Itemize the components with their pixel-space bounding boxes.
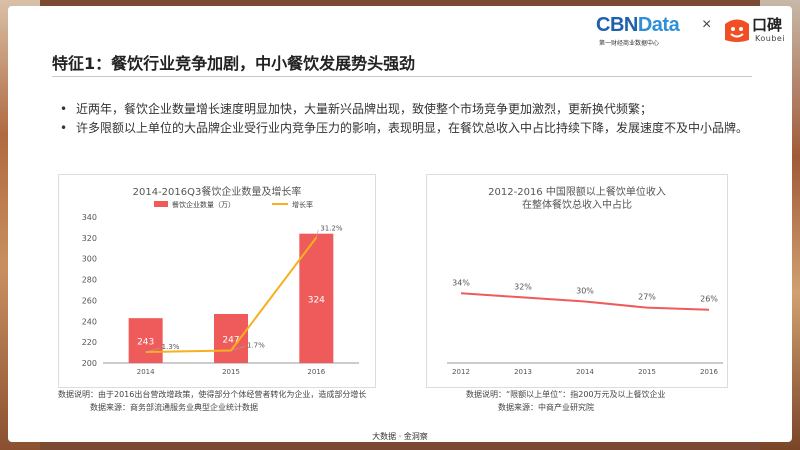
koubei-name: 口碑 (752, 16, 783, 34)
x-tick-label: 2015 (222, 368, 240, 376)
page-title: 特征1：餐饮行业竞争加剧，中小餐饮发展势头强劲 (52, 54, 416, 73)
koubei-logo: 口碑 Koubei (722, 14, 792, 46)
chart-title: 2014-2016Q3餐饮企业数量及增长率 (132, 187, 302, 198)
x-tick-label: 2014 (576, 368, 594, 376)
x-tick-label: 2014 (137, 368, 155, 376)
growth-label-leader (316, 229, 319, 238)
logo-separator: × (702, 16, 712, 33)
share-line (460, 292, 710, 311)
y-tick-label: 240 (82, 317, 97, 326)
x-tick-label: 2016 (307, 368, 325, 376)
bullet-item: 近两年，餐饮企业数量增长速度明显加快，大量新兴品牌出现，致使整个市场竞争更加激烈… (58, 100, 758, 118)
revenue-share-chart: 34% 2012 32% 2013 30% 2014 27% 2015 26% 2016 (447, 278, 723, 376)
bar-value-label: 243 (137, 338, 154, 348)
x-tick-label: 2012 (452, 368, 470, 376)
cbn-logo-subtitle: 第一财经商业数据中心 (599, 40, 660, 47)
data-label: 34% (452, 278, 470, 287)
bullet-item: 许多限额以上单位的大品牌企业受行业内竞争压力的影响，表现明显，在餐饮总收入中占比… (58, 119, 758, 137)
chart-panel-enterprises: 2014-2016Q3餐饮企业数量及增长率 餐饮企业数量（万） 增长率 200 220… (58, 174, 376, 388)
bar (299, 233, 334, 363)
data-label: 30% (576, 287, 594, 296)
chart-title-line1: 2012-2016 中国限额以上餐饮单位收入 (488, 187, 666, 198)
x-tick-label: 2016 (700, 368, 718, 376)
growth-rate-label: 31.2% (320, 225, 343, 233)
bar-value-label: 324 (308, 295, 325, 305)
data-label: 27% (638, 293, 656, 302)
x-tick-label: 2013 (514, 368, 532, 376)
bullet-list: 近两年，餐饮企业数量增长速度明显加快，大量新兴品牌出现，致使整个市场竞争更加激烈… (58, 100, 758, 138)
cbn-logo-data: Data (637, 14, 680, 36)
growth-label-leader (145, 347, 160, 353)
legend-label-growth: 增长率 (292, 200, 313, 209)
x-tick-label: 2015 (638, 368, 656, 376)
legend-label-count: 餐饮企业数量（万） (172, 200, 235, 209)
y-tick-label: 320 (82, 234, 97, 243)
title-divider (52, 76, 752, 77)
cbn-logo-text: CBN (596, 14, 638, 36)
growth-label-leader (230, 346, 246, 351)
legend-swatch-count (154, 201, 168, 207)
footer-tagline: 大数据 · 金洞察 (372, 432, 428, 441)
cbndata-logo: CBNData 第一财经商业数据中心 (596, 14, 696, 47)
growth-rate-label: 1.7% (247, 341, 265, 349)
data-source: 数据来源：中商产业研究院 (498, 403, 594, 412)
chart-panel-share: 2012-2016 中国限额以上餐饮单位收入 在整体餐饮总收入中占比 34% 20… (426, 174, 728, 388)
koubei-sub: Koubei (755, 34, 786, 43)
bar (214, 313, 248, 363)
y-tick-label: 220 (82, 338, 97, 347)
y-tick-label: 340 (82, 213, 97, 222)
enterprise-count-chart: 餐饮企业数量（万） 增长率 200 220 240 260 280 300 320 340 243 2… (82, 200, 359, 376)
y-tick-label: 280 (82, 276, 97, 285)
y-tick-label: 200 (82, 359, 97, 368)
data-label: 32% (514, 282, 532, 291)
y-tick-label: 260 (82, 296, 97, 305)
koubei-icon (725, 19, 749, 42)
growth-rate-label: 1.3% (162, 343, 180, 351)
y-tick-label: 300 (82, 255, 97, 264)
bar-value-label: 247 (222, 335, 239, 345)
chart-title-line2: 在整体餐饮总收入中占比 (522, 200, 632, 211)
bar (128, 318, 163, 363)
data-note: 数据说明：由于2016出台营改增政策，使得部分个体经营者转化为企业，造成部分增长 (58, 390, 367, 399)
data-label: 26% (700, 295, 718, 304)
data-source: 数据来源：商务部流通服务业典型企业统计数据 (90, 403, 258, 412)
data-note: 数据说明：“限额以上单位”：指200万元及以上餐饮企业 (466, 390, 666, 399)
